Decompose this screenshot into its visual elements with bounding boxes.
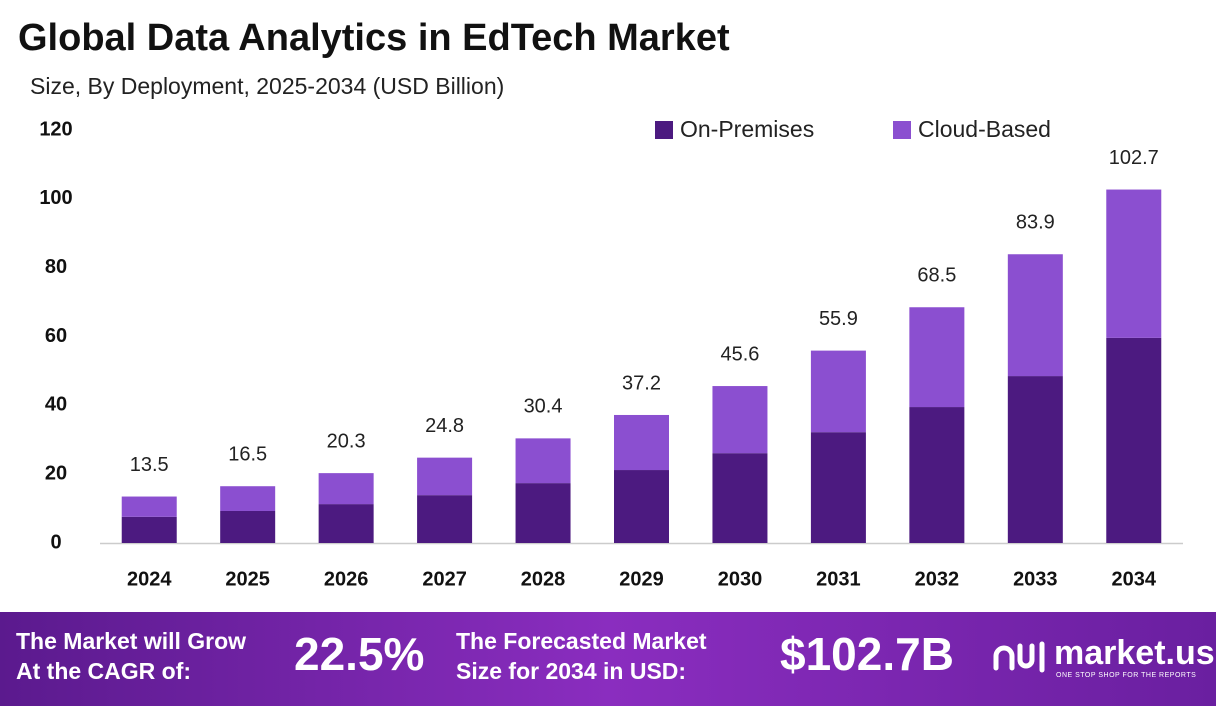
brand-tagline: ONE STOP SHOP FOR THE REPORTS (1056, 672, 1196, 679)
x-tick-label: 2026 (324, 568, 369, 590)
cagr-label: At the CAGR of: (16, 658, 191, 684)
total-label: 83.9 (1016, 212, 1055, 234)
total-label: 68.5 (917, 265, 956, 287)
bar-segment (810, 350, 866, 433)
legend-label: On-Premises (680, 116, 814, 142)
chart-title: Global Data Analytics in EdTech Market (18, 17, 730, 59)
legend-label: Cloud-Based (918, 116, 1051, 142)
x-tick-label: 2032 (915, 568, 960, 590)
x-tick-label: 2027 (422, 568, 467, 590)
y-tick-label: 80 (45, 256, 67, 278)
total-label: 30.4 (524, 396, 563, 418)
cagr-label: The Market will Grow (16, 628, 246, 654)
bar-segment (614, 470, 669, 543)
cagr-value: 22.5% (294, 628, 424, 680)
bar-segment (515, 483, 571, 543)
total-label: 45.6 (720, 343, 759, 365)
legend-swatch (893, 121, 911, 139)
total-label: 20.3 (327, 430, 366, 452)
total-label: 24.8 (425, 415, 464, 437)
bar-segment (318, 504, 374, 543)
x-tick-label: 2029 (619, 568, 664, 590)
total-label: 37.2 (622, 372, 661, 394)
bar-segment (220, 510, 276, 543)
x-tick-label: 2031 (816, 568, 861, 590)
y-tick-label: 100 (39, 187, 72, 209)
bar-segment (1106, 337, 1162, 543)
x-tick-label: 2034 (1112, 568, 1157, 590)
total-label: 102.7 (1109, 147, 1159, 169)
total-label: 55.9 (819, 308, 858, 330)
bar-segment (614, 414, 669, 471)
bar-segment (515, 438, 571, 484)
brand-logo (993, 641, 1045, 673)
y-tick-label: 0 (50, 531, 61, 553)
bar-segment (220, 486, 276, 511)
bar-segment (1106, 189, 1162, 338)
x-tick-label: 2033 (1013, 568, 1058, 590)
legend-swatch (655, 121, 673, 139)
y-tick-label: 60 (45, 325, 67, 347)
bar-segment (909, 307, 965, 408)
total-label: 13.5 (130, 454, 169, 476)
forecast-label: Size for 2034 in USD: (456, 658, 686, 684)
x-tick-label: 2030 (718, 568, 763, 590)
chart-subtitle: Size, By Deployment, 2025-2034 (USD Bill… (30, 73, 504, 99)
bar-segment (1007, 376, 1063, 543)
bar-segment (712, 386, 768, 454)
total-label: 16.5 (228, 443, 267, 465)
y-tick-label: 120 (39, 118, 72, 140)
bar-segment (318, 473, 374, 505)
bar-segment (1007, 254, 1063, 377)
forecast-value: $102.7B (780, 628, 954, 680)
bar-segment (909, 407, 965, 543)
x-tick-label: 2024 (127, 568, 172, 590)
y-tick-label: 40 (45, 394, 67, 416)
bar-segment (121, 496, 177, 517)
bar-segment (810, 432, 866, 543)
bar-segment (417, 495, 473, 543)
x-tick-label: 2025 (225, 568, 270, 590)
bar-segment (417, 457, 473, 496)
bar-segment (121, 516, 177, 543)
brand-name: market.us (1054, 634, 1215, 672)
bar-segment (712, 453, 768, 543)
x-tick-label: 2028 (521, 568, 566, 590)
forecast-label: The Forecasted Market (456, 628, 707, 654)
y-tick-label: 20 (45, 462, 67, 484)
